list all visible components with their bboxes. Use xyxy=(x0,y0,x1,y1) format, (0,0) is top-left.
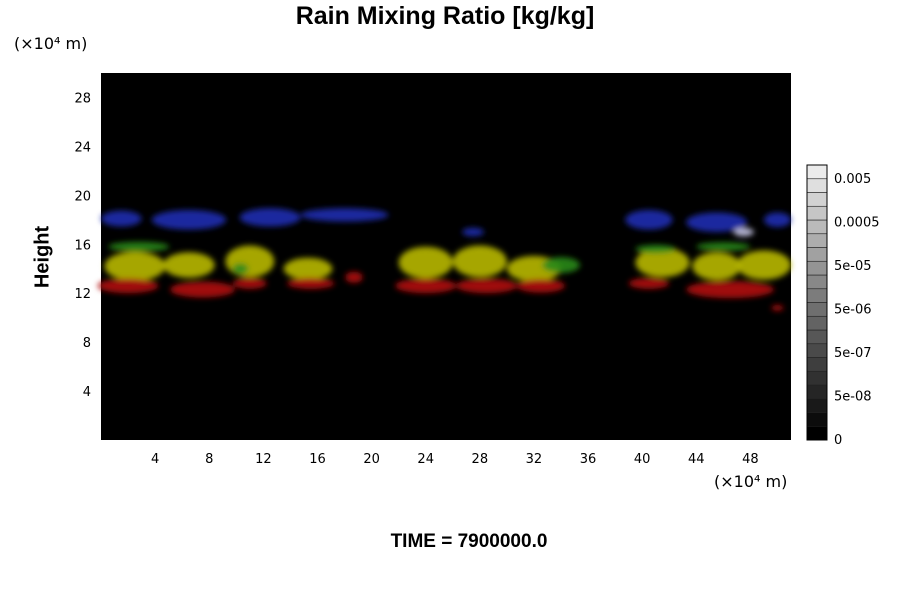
x-tick-label: 48 xyxy=(742,452,759,467)
data-blob xyxy=(628,277,670,289)
x-tick-label: 44 xyxy=(688,452,705,467)
colorbar-frame xyxy=(806,164,828,441)
data-blob xyxy=(239,208,301,227)
colorbar-level xyxy=(806,384,828,400)
colorbar-level xyxy=(806,219,828,235)
colorbar-level xyxy=(806,274,828,290)
data-blob xyxy=(635,244,676,254)
data-blob xyxy=(456,278,518,294)
x-axis-unit: (×10⁴ m) xyxy=(714,472,788,491)
x-tick-label: 36 xyxy=(580,452,597,467)
x-tick-label: 4 xyxy=(151,452,159,467)
data-blob xyxy=(225,245,275,278)
y-tick-label: 20 xyxy=(74,189,91,204)
colorbar-level xyxy=(806,233,828,248)
x-tick-label: 12 xyxy=(255,452,272,467)
data-field xyxy=(97,208,791,311)
data-blob xyxy=(395,278,457,294)
data-blob xyxy=(151,210,227,230)
data-blob xyxy=(462,227,484,237)
data-blob xyxy=(104,251,166,281)
colorbar-level xyxy=(806,398,828,413)
data-blob xyxy=(763,212,791,228)
x-tick-label: 32 xyxy=(526,452,543,467)
colorbar-level xyxy=(806,343,828,358)
data-blob xyxy=(635,247,690,278)
colorbar-level xyxy=(806,260,828,276)
data-blob xyxy=(516,279,566,293)
colorbar-level xyxy=(806,370,828,386)
data-blob xyxy=(686,212,748,233)
data-blob xyxy=(736,250,791,280)
time-label: TIME = 7900000.0 xyxy=(390,531,548,552)
y-tick-label: 8 xyxy=(83,336,91,351)
data-blob xyxy=(452,245,507,278)
colorbar-level xyxy=(806,329,828,345)
colorbar-level xyxy=(806,247,828,262)
chart-title: Rain Mixing Ratio [kg/kg] xyxy=(295,2,595,30)
data-blob xyxy=(97,278,159,294)
x-tick-label: 16 xyxy=(309,452,326,467)
y-tick-label: 24 xyxy=(74,140,91,155)
colorbar-level xyxy=(806,192,828,207)
data-blob xyxy=(686,280,775,299)
data-blob xyxy=(692,252,741,281)
data-blob xyxy=(283,257,333,280)
data-blob xyxy=(101,210,142,227)
y-axis: 4 8 12 16 20 24 28 xyxy=(74,91,91,400)
data-blob xyxy=(108,241,170,252)
data-blob xyxy=(542,257,580,274)
colorbar-level xyxy=(806,288,828,303)
data-blob xyxy=(771,304,784,311)
x-tick-label: 28 xyxy=(472,452,489,467)
data-blob xyxy=(398,246,453,279)
x-tick-label: 24 xyxy=(417,452,434,467)
colorbar-label: 0.0005 xyxy=(834,216,880,231)
colorbar-level xyxy=(806,302,828,317)
colorbar-label: 5e-05 xyxy=(834,259,872,274)
colorbar-label: 5e-06 xyxy=(834,303,872,318)
data-blob xyxy=(163,252,215,278)
x-axis: 4 8 12 16 20 24 28 32 36 40 44 48 xyxy=(151,452,759,467)
colorbar-level xyxy=(806,178,828,193)
colorbar: 0.005 0.0005 5e-05 5e-06 5e-07 5e-08 0 xyxy=(806,164,880,448)
colorbar-level xyxy=(806,315,828,331)
data-blob xyxy=(232,263,249,275)
colorbar-level xyxy=(806,164,828,180)
y-axis-unit: (×10⁴ m) xyxy=(14,34,88,53)
data-blob xyxy=(170,281,235,298)
data-blob xyxy=(287,277,335,289)
data-blob xyxy=(696,242,751,251)
y-tick-label: 4 xyxy=(83,385,91,400)
y-tick-label: 16 xyxy=(74,238,91,253)
data-blob xyxy=(300,208,389,222)
data-blob xyxy=(625,210,673,230)
x-tick-label: 8 xyxy=(205,452,213,467)
data-blob xyxy=(232,277,267,289)
data-blob xyxy=(733,227,754,237)
colorbar-label: 0.005 xyxy=(834,172,871,187)
y-tick-label: 28 xyxy=(74,91,91,106)
x-tick-label: 20 xyxy=(363,452,380,467)
colorbar-level xyxy=(806,425,828,441)
y-tick-label: 12 xyxy=(74,287,91,302)
colorbar-level xyxy=(806,412,828,427)
colorbar-label: 0 xyxy=(834,433,842,448)
colorbar-label: 5e-08 xyxy=(834,390,872,405)
x-tick-label: 40 xyxy=(634,452,651,467)
colorbar-level xyxy=(806,357,828,372)
colorbar-label: 5e-07 xyxy=(834,346,872,361)
data-blob xyxy=(345,271,363,283)
colorbar-level xyxy=(806,205,828,221)
